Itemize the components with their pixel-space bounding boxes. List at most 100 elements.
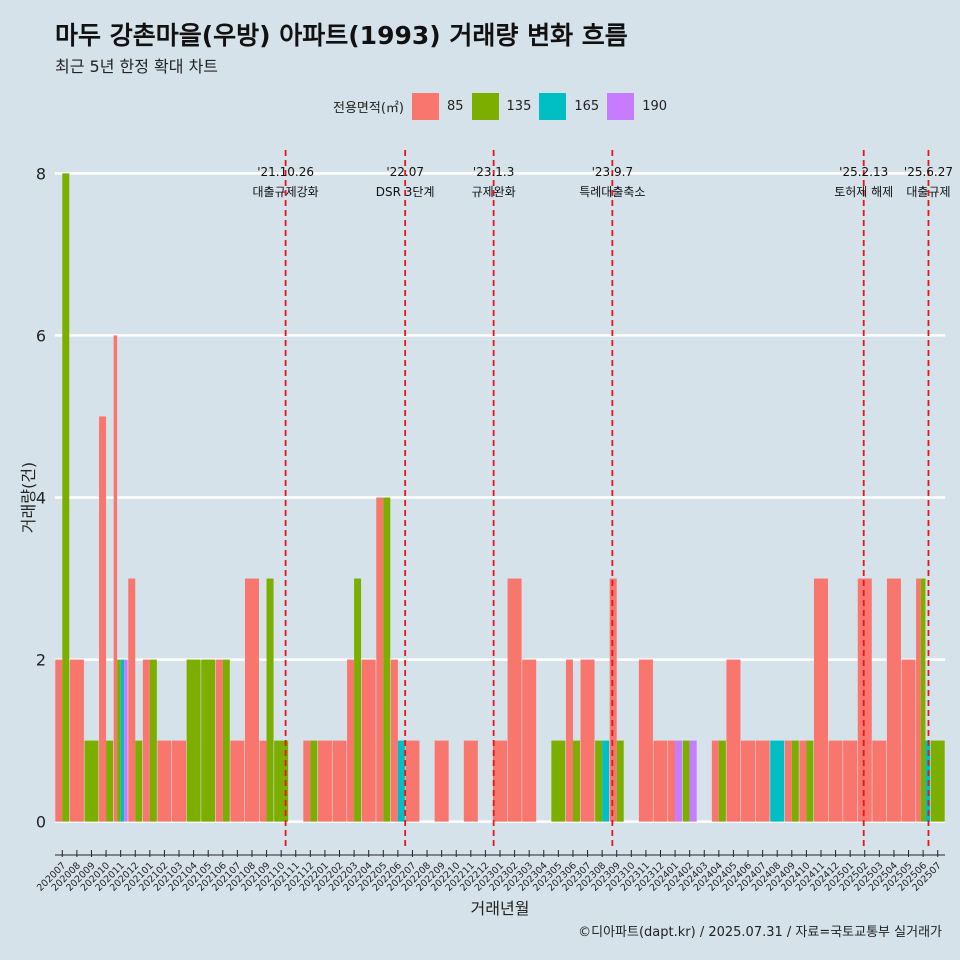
legend: 전용면적(㎡) 85 135 165 190 <box>333 93 675 120</box>
bar-202402-190 <box>689 740 697 822</box>
legend-item-135: 135 <box>471 93 532 120</box>
y-tick-label: 0 <box>36 813 46 832</box>
legend-item-190: 190 <box>607 93 667 120</box>
legend-label-190: 190 <box>642 99 668 114</box>
bar-202406-85 <box>741 740 756 822</box>
bar-202409-135 <box>791 740 799 822</box>
chart-caption: ©디아파트(dapt.kr) / 2025.07.31 / 자료=국토교통부 실… <box>578 925 942 940</box>
event-name-label: 토허제 해제 <box>834 185 893 199</box>
x-axis-title: 거래년월 <box>471 899 530 918</box>
bar-202308-135 <box>595 740 603 822</box>
bar-202402-135 <box>682 740 690 822</box>
chart-subtitle: 최근 5년 한정 확대 차트 <box>55 57 219 76</box>
bar-202007-85 <box>55 659 63 822</box>
event-name-label: DSR 3단계 <box>376 185 435 199</box>
bar-202205-135 <box>383 497 391 822</box>
chart-title: 마두 강촌마을(우방) 아파트(1993) 거래량 변화 흐름 <box>55 21 628 50</box>
bar-202101-85 <box>142 659 150 822</box>
bar-202101-135 <box>149 659 157 822</box>
y-tick-label: 6 <box>36 326 46 345</box>
bar-202011-165 <box>120 659 125 822</box>
bar-202204-85 <box>361 659 376 822</box>
bar-202011-85 <box>113 335 118 822</box>
legend-swatch-165 <box>539 93 567 120</box>
event-name-label: 특례대출축소 <box>579 185 645 199</box>
bar-202301-85 <box>492 740 508 822</box>
legend-label-85: 85 <box>446 99 464 114</box>
y-tick-label: 2 <box>36 651 46 670</box>
bar-202305-135 <box>551 740 566 822</box>
bar-202012-85 <box>128 578 136 822</box>
bar-202104-135 <box>186 659 201 822</box>
y-tick-label: 4 <box>36 489 46 508</box>
bar-202107-85 <box>230 740 245 822</box>
bar-202404-135 <box>718 740 726 822</box>
bar-202306-135 <box>572 740 580 822</box>
bar-202010-135 <box>106 740 114 822</box>
bar-202011-135 <box>117 659 121 822</box>
bar-202302-85 <box>507 578 522 822</box>
bar-202312-85 <box>653 740 668 822</box>
bar-202411-85 <box>813 578 828 822</box>
bar-202012-135 <box>135 740 143 822</box>
bar-202306-85 <box>565 659 573 822</box>
bar-202105-135 <box>201 659 216 822</box>
event-date-label: '25.2.13 <box>839 165 888 179</box>
legend-item-165: 165 <box>539 93 599 120</box>
legend-label-135: 135 <box>506 99 532 114</box>
bar-202409-85 <box>784 740 792 822</box>
bar-202501-85 <box>843 740 858 822</box>
bar-202502-85 <box>857 578 872 822</box>
bar-202401-85 <box>668 740 676 822</box>
y-tick-label: 8 <box>36 164 46 183</box>
bar-202109-85 <box>259 740 267 822</box>
bar-202404-85 <box>711 740 719 822</box>
bar-202407-85 <box>755 740 770 822</box>
bar-202202-85 <box>332 740 347 822</box>
bar-202008-85 <box>69 659 84 822</box>
bar-202011-190 <box>124 659 128 822</box>
bar-202503-85 <box>872 740 887 822</box>
bar-202505-85 <box>901 659 916 822</box>
bar-202201-85 <box>317 740 332 822</box>
event-date-label: '25.6.27 <box>904 165 953 179</box>
event-date-label: '22.07 <box>386 165 424 179</box>
bar-202408-165 <box>770 740 785 822</box>
legend-item-85: 85 <box>411 93 464 120</box>
bar-202307-85 <box>580 659 595 822</box>
bar-202308-165 <box>602 740 610 822</box>
legend-swatch-190 <box>607 93 635 120</box>
bar-202206-165 <box>397 740 405 822</box>
bar-202506-85 <box>916 578 921 822</box>
bar-202207-85 <box>405 740 420 822</box>
bar-202504-85 <box>886 578 901 822</box>
bar-202303-85 <box>522 659 537 822</box>
bar-202410-135 <box>806 740 814 822</box>
bar-202507-135 <box>930 740 945 822</box>
legend-label-165: 165 <box>574 99 600 114</box>
legend-swatch-85 <box>411 93 439 120</box>
bar-202112-135 <box>310 740 318 822</box>
bar-202211-85 <box>463 740 478 822</box>
bar-202009-135 <box>84 740 99 822</box>
bar-202106-135 <box>222 659 230 822</box>
legend-title: 전용면적(㎡) <box>333 101 404 116</box>
bar-202010-85 <box>99 416 107 822</box>
bar-202203-135 <box>354 578 362 822</box>
legend-swatch-135 <box>471 93 499 120</box>
event-name-label: 대출규제 <box>906 185 950 199</box>
bar-202106-85 <box>215 659 223 822</box>
bar-202203-85 <box>347 659 355 822</box>
bar-202205-85 <box>376 497 384 822</box>
bar-202410-85 <box>799 740 807 822</box>
bar-202309-135 <box>616 740 624 822</box>
bar-202405-85 <box>726 659 741 822</box>
bar-202112-85 <box>303 740 311 822</box>
bar-202209-85 <box>434 740 449 822</box>
bar-202110-135 <box>274 740 289 822</box>
bar-202311-85 <box>638 659 653 822</box>
bar-202109-135 <box>266 578 274 822</box>
bar-202108-85 <box>244 578 259 822</box>
bar-202401-190 <box>675 740 683 822</box>
